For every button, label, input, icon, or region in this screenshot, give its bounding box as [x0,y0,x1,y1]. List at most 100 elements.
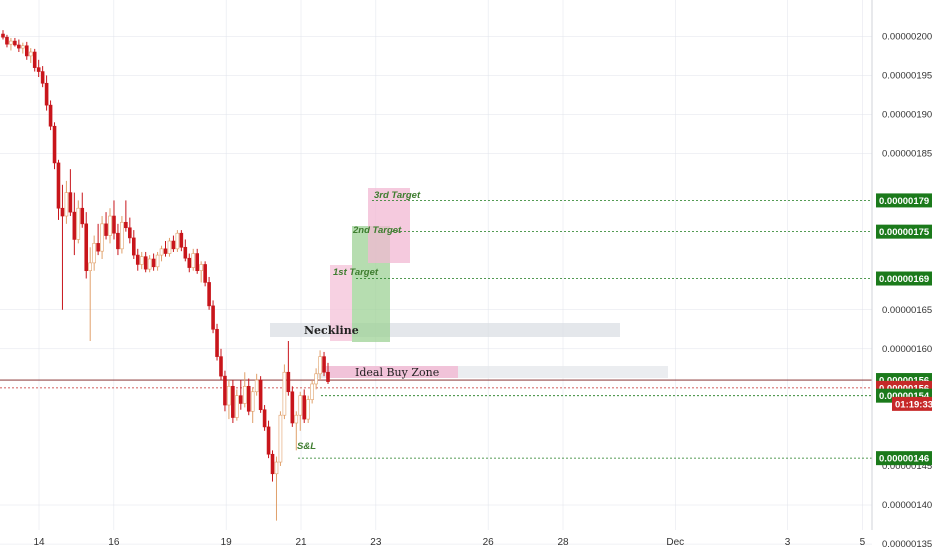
candle-body [128,227,132,239]
candle-body [32,51,37,68]
candle-body [298,395,303,416]
candle-body [44,82,49,106]
candle-body [290,391,295,424]
candle-body [318,356,322,375]
price-tag [876,271,932,286]
candle-body [135,254,140,265]
candle-body [1,33,5,38]
candle-body [223,375,227,406]
candle-body [56,162,61,209]
candle-body [163,248,168,254]
annotation-labels: Neckline Ideal Buy Zone 1st Target 2nd T… [297,190,439,452]
target3-label: 3rd Target [374,190,421,201]
candle-body [278,414,283,463]
candle-body [242,385,247,404]
candle-body [239,395,243,404]
grid [0,0,872,545]
y-tick-label: 0.00000140 [882,500,932,511]
candle-body [76,207,81,240]
candle-body [258,379,263,411]
candle-body [24,45,29,57]
candle-body [294,414,299,424]
y-tick-label: 0.00000160 [882,344,932,355]
stop-label: S&L [297,441,316,452]
candle-body [274,461,279,475]
candle-body [191,253,196,268]
candle-body [139,256,144,265]
candle-body [227,385,231,406]
candle-body [9,40,13,45]
candles [1,30,330,521]
price-tag-label: 0.00000154 [879,391,930,402]
candle-body [131,237,136,256]
price-tag-label: 0.00000169 [879,274,929,285]
target1-box [330,265,352,341]
y-tick-label: 0.00000185 [882,149,932,160]
candle-body [203,264,207,283]
candle-body [199,264,203,272]
price-tag-label: 0.00000179 [879,196,929,207]
candle-body [326,371,330,382]
candle-body [60,207,65,217]
countdown-label: 01:19:33 [895,399,932,410]
candle-body [250,391,255,412]
candle-body [314,373,318,385]
candle-body [215,328,219,357]
price-levels [0,200,872,459]
candle-body [183,246,188,259]
price-tag [876,451,932,466]
y-tick-label: 0.00000190 [882,109,932,120]
candle-body [171,240,176,250]
y-axis[interactable]: 0.00000200 0.00000195 0.00000190 0.00000185… [871,0,932,550]
candle-body [36,67,41,72]
price-tag [876,224,932,239]
candle-body [211,305,215,330]
x-tick-label: 16 [108,537,120,548]
price-tag-label: 0.00000146 [879,454,929,465]
candle-body [187,257,192,268]
x-tick-label: 26 [483,537,495,548]
candle-body [52,125,57,164]
candle-body [262,409,267,428]
candle-body [179,232,184,248]
candle-body [68,192,73,213]
x-tick-label: 14 [33,537,45,548]
candle-body [92,243,96,264]
candle-body [282,371,287,416]
candle-body [310,383,314,400]
y-tick-label: 0.00000200 [882,31,932,42]
y-tick-label: 0.00000135 [882,539,932,550]
price-tag [876,193,932,208]
candle-body [84,223,89,272]
candle-body [175,232,180,250]
candle-body [124,221,128,229]
candle-body [322,356,326,373]
candle-body [155,254,160,268]
x-tick-label: 28 [557,537,569,548]
x-tick-label: 19 [221,537,233,548]
candle-body [143,256,148,270]
candle-body [48,104,53,127]
countdown-tag [892,396,932,411]
y-tick-label: 0.00000165 [882,305,932,316]
ideal-buy-zone-label: Ideal Buy Zone [355,366,439,379]
y-tick-label: 0.00000145 [882,461,932,472]
candle-body [21,45,25,49]
x-tick-label: 5 [860,537,866,548]
x-axis[interactable]: 14 16 19 21 23 26 28 Dec 3 5 [33,537,865,548]
candle-body [5,36,9,45]
price-tag-label: 0.00000175 [879,227,930,238]
candle-body [112,215,116,234]
candle-body [120,221,124,250]
candle-body [108,215,112,236]
annotation-zones [270,188,668,378]
candle-body [72,211,77,240]
candle-body [40,71,45,84]
x-tick-label: 23 [370,537,382,548]
target1-label: 1st Target [333,267,379,278]
candle-body [17,44,21,49]
candle-body [116,232,120,250]
candle-body [254,379,259,393]
ideal-buy-zone [326,366,458,378]
